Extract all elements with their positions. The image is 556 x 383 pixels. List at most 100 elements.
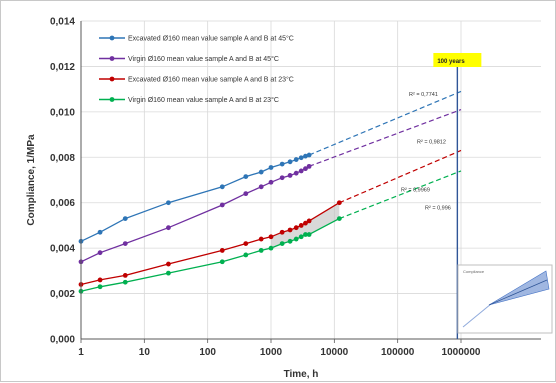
x-axis-title: Time, h — [284, 369, 319, 380]
x-tick-label: 100 — [199, 347, 216, 358]
legend-swatch-marker-2 — [109, 56, 115, 61]
data-point-series-2 — [219, 202, 225, 208]
data-point-series-1 — [258, 169, 264, 175]
x-tick-label: 10 — [139, 347, 151, 358]
data-point-series-1 — [166, 200, 171, 206]
series-layer — [78, 152, 342, 294]
data-point-series-4 — [306, 232, 312, 237]
data-point-series-3 — [303, 220, 308, 226]
legend-swatch-marker-3 — [109, 76, 115, 82]
r2-label-layer: R² = 0,7741 R² = 0,9812 R² = 0,9969 R² = 0,… — [401, 92, 451, 212]
data-point-series-1 — [97, 229, 103, 235]
legend-swatch-marker-4 — [109, 97, 115, 102]
data-point-series-2 — [268, 179, 274, 185]
inset-fan — [488, 270, 550, 306]
x-tick-label: 1000000 — [442, 347, 481, 358]
data-point-series-3 — [298, 223, 304, 228]
data-point-series-1 — [219, 184, 225, 190]
data-point-series-2 — [287, 173, 293, 178]
data-point-series-3 — [258, 236, 264, 242]
data-point-series-4 — [122, 279, 128, 285]
data-point-series-1 — [306, 152, 312, 158]
data-point-series-2 — [303, 166, 308, 172]
trendline-series-2 — [308, 109, 462, 167]
inset-baseline — [462, 303, 492, 328]
data-point-series-4 — [97, 284, 103, 290]
y-tick-label: 0,002 — [50, 289, 75, 300]
r2-label-series-1: R² = 0,7741 — [409, 92, 438, 98]
data-point-series-3 — [287, 227, 293, 233]
data-point-series-2 — [293, 170, 299, 176]
inset-label: Compliance — [463, 269, 485, 274]
legend-label-4: Virgin Ø160 mean value sample A and B at… — [128, 96, 279, 104]
data-point-series-2 — [166, 225, 171, 231]
data-point-series-4 — [268, 245, 274, 251]
y-tick-label: 0,000 — [50, 335, 75, 346]
data-point-series-3 — [279, 229, 285, 235]
legend-label-1: Excavated Ø160 mean value sample A and B… — [128, 35, 294, 43]
data-point-series-1 — [287, 159, 293, 165]
data-point-series-4 — [287, 238, 293, 244]
y-tick-label: 0,010 — [50, 107, 75, 118]
data-point-series-4 — [166, 270, 171, 276]
data-point-series-2 — [298, 168, 304, 174]
data-point-series-1 — [268, 165, 274, 170]
data-point-series-2 — [258, 184, 264, 190]
vertical-marker-layer: 100 years — [433, 53, 482, 339]
trendline-series-4 — [339, 170, 462, 220]
r2-label-series-3: R² = 0,9969 — [401, 187, 430, 193]
data-point-series-1 — [303, 153, 308, 159]
trendline-series-1 — [308, 90, 462, 156]
data-point-series-3 — [306, 218, 312, 224]
series-line-2 — [80, 165, 310, 263]
y-axis-title: Compliance, 1/MPa — [26, 134, 37, 226]
y-tick-label: 0,014 — [50, 17, 75, 28]
data-point-series-1 — [122, 216, 128, 222]
data-point-series-4 — [279, 241, 285, 247]
data-point-series-3 — [166, 261, 171, 267]
data-point-series-4 — [219, 259, 225, 265]
r2-label-series-2: R² = 0,9812 — [417, 140, 446, 146]
data-point-series-1 — [293, 157, 299, 162]
data-point-series-2 — [97, 250, 103, 256]
series-line-1 — [80, 154, 310, 242]
legend-label-3: Excavated Ø160 mean value sample A and B… — [128, 76, 294, 84]
legend: Excavated Ø160 mean value sample A and B… — [99, 35, 294, 104]
inset-center-line — [488, 279, 548, 306]
data-point-series-4 — [258, 248, 264, 253]
data-point-series-3 — [219, 248, 225, 253]
trendline-layer — [308, 90, 462, 220]
legend-label-2: Virgin Ø160 mean value sample A and B at… — [128, 55, 279, 63]
y-tick-label: 0,012 — [50, 62, 75, 73]
hundred-years-label: 100 years — [437, 59, 465, 65]
data-point-series-4 — [293, 236, 299, 242]
data-point-series-1 — [298, 155, 304, 161]
data-point-series-3 — [97, 277, 103, 283]
data-point-series-2 — [279, 175, 285, 181]
data-point-series-3 — [336, 200, 342, 206]
trendline-series-3 — [339, 149, 462, 204]
y-tick-label: 0,008 — [50, 153, 75, 164]
inset-thumbnail: Compliance — [457, 264, 553, 334]
x-tick-label: 100000 — [381, 347, 415, 358]
data-point-series-3 — [122, 273, 128, 278]
y-tick-label: 0,004 — [50, 244, 75, 255]
data-point-series-4 — [243, 252, 249, 258]
data-point-series-2 — [243, 191, 249, 197]
x-tick-label: 1 — [78, 347, 84, 358]
data-point-series-4 — [336, 216, 342, 222]
data-point-series-4 — [298, 234, 304, 240]
data-point-series-3 — [243, 241, 249, 247]
data-point-series-4 — [303, 232, 308, 237]
data-point-series-3 — [268, 234, 274, 240]
series-line-3 — [80, 202, 340, 286]
axis-layer: 0,000 0,002 0,004 0,006 0,008 0,010 0,012 0,014… — [50, 17, 541, 358]
legend-swatch-marker-1 — [109, 35, 115, 41]
x-tick-label: 1000 — [260, 347, 283, 358]
data-point-series-3 — [293, 225, 299, 231]
hundred-years-label-bg — [433, 53, 482, 67]
data-point-series-2 — [122, 241, 128, 247]
data-point-series-1 — [243, 174, 249, 179]
